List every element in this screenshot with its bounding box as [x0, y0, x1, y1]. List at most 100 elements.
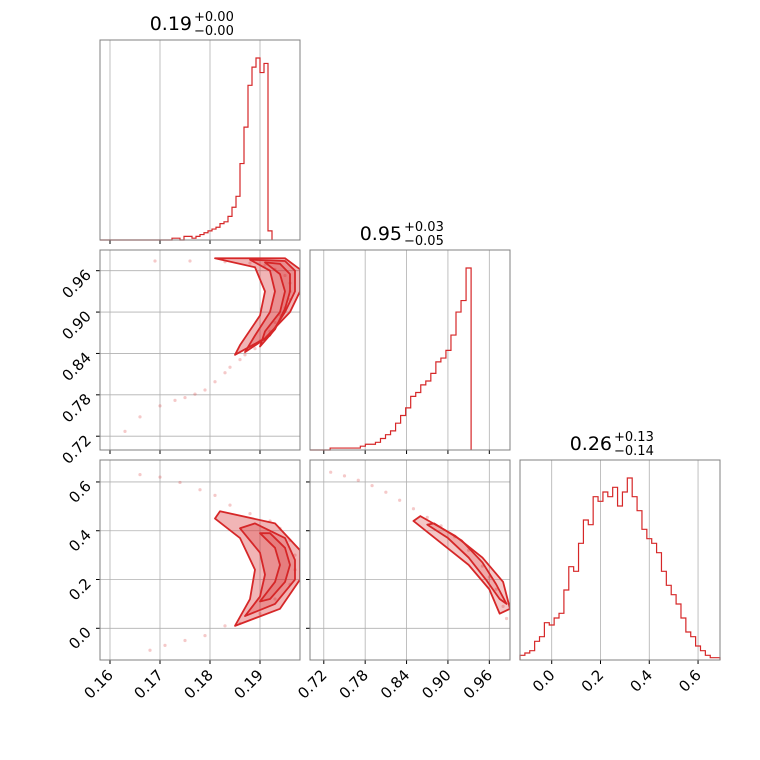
sample-point	[228, 503, 232, 507]
sample-point	[425, 515, 429, 519]
y-tick-label: 0.4	[65, 526, 95, 556]
x-tick-label: 0.6	[675, 666, 705, 696]
param-title-minus: −0.14	[614, 444, 654, 459]
y-tick-label: 0.78	[58, 390, 94, 426]
sample-point	[173, 398, 177, 402]
x-tick-label: 0.18	[180, 666, 216, 702]
sample-point	[253, 347, 257, 351]
sample-point	[263, 263, 267, 267]
sample-point	[273, 320, 277, 325]
sample-point	[203, 634, 207, 638]
sample-point	[494, 587, 498, 591]
x-tick-label: 0.72	[294, 666, 330, 702]
plot-area	[123, 257, 300, 433]
density-contour	[426, 522, 508, 605]
hist-panel-3: 0.26 +0.13−0.14	[519, 430, 721, 664]
sample-point	[213, 493, 217, 497]
sample-point	[273, 597, 277, 601]
sample-point	[248, 261, 252, 265]
param-title-plus: +0.03	[404, 220, 444, 235]
sample-point	[384, 490, 388, 494]
param-title-plus: +0.13	[614, 430, 654, 445]
param-title-plus: +0.00	[194, 10, 234, 25]
y-tick-label: 0.96	[58, 266, 94, 302]
scatter-panel-p0_p2	[96, 459, 301, 664]
axes-frame	[99, 459, 301, 661]
density-contour	[259, 261, 291, 348]
x-tick-label: 0.90	[418, 666, 454, 702]
sample-point	[138, 473, 142, 477]
sample-point	[138, 415, 142, 419]
density-contour	[412, 515, 510, 615]
y-tick-label: 0.2	[65, 575, 95, 605]
x-tick-label: 0.96	[460, 666, 496, 702]
plot-area	[138, 473, 300, 652]
axes-frame	[309, 459, 511, 661]
axes-frame	[519, 459, 721, 661]
sample-point	[158, 475, 162, 479]
density-contour	[214, 257, 300, 356]
hist-panel-1: 0.19 +0.00−0.00	[99, 10, 301, 244]
density-contour	[214, 510, 300, 627]
sample-point	[203, 388, 207, 392]
sample-point	[148, 648, 152, 652]
sample-point	[213, 380, 217, 384]
y-tick-label: 0.6	[65, 477, 95, 507]
axes-frame	[99, 39, 301, 241]
sample-point	[183, 638, 187, 643]
param-title-median: 0.26	[570, 433, 612, 455]
x-tick-label: 0.0	[529, 666, 559, 696]
sample-point	[329, 470, 333, 474]
x-tick-label: 0.78	[336, 666, 372, 702]
sample-point	[123, 429, 127, 433]
axes-frame	[309, 249, 511, 451]
x-tick-label: 0.84	[377, 666, 413, 702]
sample-point	[411, 507, 416, 511]
histogram-step-1	[100, 57, 273, 241]
sample-point	[198, 488, 202, 492]
sample-point	[238, 358, 242, 362]
x-tick-label: 0.4	[626, 666, 656, 696]
density-contour	[259, 532, 291, 603]
x-tick-label: 0.2	[578, 666, 608, 696]
y-tick-label: 0.90	[58, 307, 94, 343]
sample-point	[258, 612, 262, 616]
sample-point	[188, 259, 192, 263]
sample-point	[183, 395, 187, 400]
sample-point	[356, 478, 360, 482]
y-tick-label: 0.72	[58, 431, 94, 467]
x-tick-label: 0.16	[80, 666, 116, 702]
sample-point	[504, 616, 509, 621]
sample-point	[193, 392, 197, 396]
scatter-panel-p0_p1	[96, 249, 301, 454]
sample-point	[158, 404, 162, 408]
sample-point	[398, 498, 402, 502]
sample-point	[342, 474, 347, 478]
sample-point	[283, 273, 287, 278]
sample-point	[228, 365, 232, 369]
sample-point	[153, 259, 157, 263]
sample-point	[178, 480, 182, 485]
sample-point	[243, 353, 247, 357]
histogram-step-3	[519, 477, 721, 660]
density-contour	[244, 258, 296, 353]
param-title-median: 0.95	[360, 223, 402, 245]
x-tick-label: 0.17	[130, 666, 166, 702]
histogram-step-2	[310, 267, 472, 451]
scatter-panel-p1_p2	[306, 459, 511, 664]
plot-area	[329, 470, 510, 621]
sample-point	[293, 553, 297, 557]
sample-point	[248, 512, 252, 516]
axes-frame	[99, 249, 301, 451]
hist-panel-2: 0.95 +0.03−0.05	[309, 220, 511, 454]
param-title-minus: −0.05	[404, 234, 444, 249]
sample-point	[163, 643, 167, 647]
x-tick-label: 0.19	[230, 666, 266, 702]
sample-point	[223, 371, 227, 375]
sample-point	[370, 484, 374, 488]
y-tick-label: 0.0	[65, 623, 95, 653]
density-contour	[239, 522, 296, 617]
sample-point	[223, 624, 227, 628]
param-title-median: 0.19	[150, 13, 192, 35]
